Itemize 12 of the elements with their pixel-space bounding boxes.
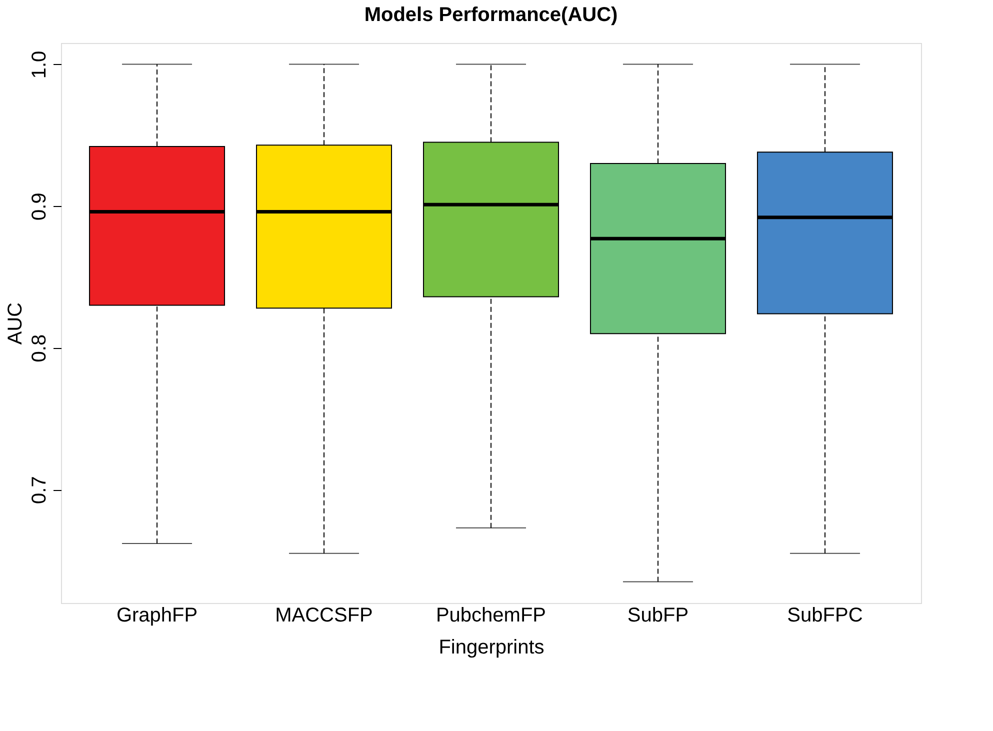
x-tick-label: MACCSFP: [275, 604, 373, 626]
y-tick-label: 0.8: [28, 334, 50, 362]
y-axis-title: AUC: [4, 302, 26, 345]
y-tick-label: 1.0: [28, 50, 50, 79]
y-tick-label: 0.9: [28, 192, 50, 220]
x-axis-title: Fingerprints: [438, 636, 544, 658]
x-tick-label: SubFPC: [787, 604, 863, 626]
x-tick-label: GraphFP: [116, 604, 198, 626]
x-tick-label: SubFP: [627, 604, 689, 626]
chart-title: Models Performance(AUC): [364, 4, 618, 26]
x-tick-label: PubchemFP: [436, 604, 546, 626]
y-tick-label: 0.7: [28, 476, 50, 504]
